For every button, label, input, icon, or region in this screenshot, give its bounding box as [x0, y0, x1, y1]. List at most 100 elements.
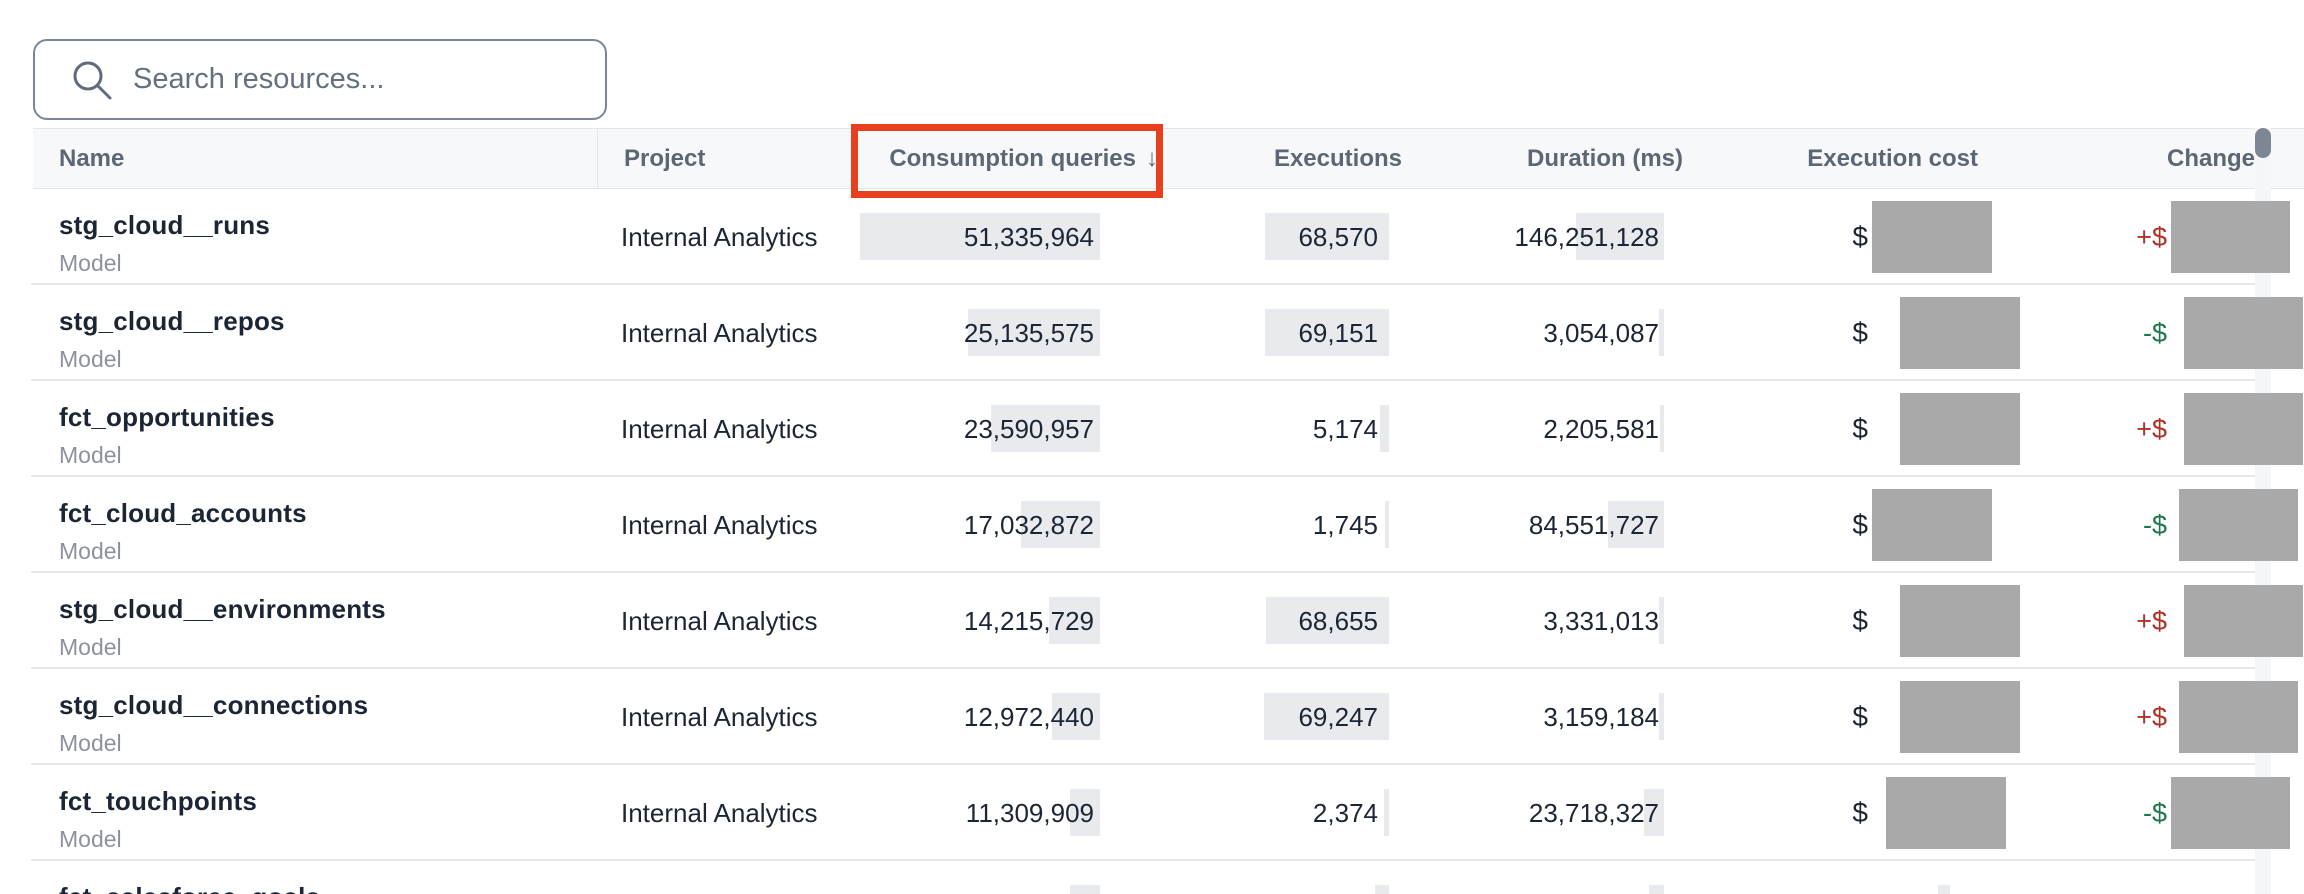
table-row[interactable]: stg_cloud__environments Model Internal A…: [0, 573, 2304, 669]
consumption-queries-cell: 25,135,575: [820, 285, 1100, 381]
duration-cell: 3,331,013: [1424, 573, 1664, 669]
name-cell: fct_touchpoints Model: [59, 785, 257, 853]
resources-table: Name Project Consumption queries ↓ Execut…: [0, 124, 2304, 894]
column-header-project[interactable]: Project: [624, 145, 706, 172]
redacted-cost-value: [1900, 393, 2020, 465]
resource-name[interactable]: stg_cloud__environments: [59, 594, 386, 624]
redacted-cost-value: [1900, 297, 2020, 369]
resource-name[interactable]: stg_cloud__connections: [59, 690, 369, 720]
table-row[interactable]: fct_touchpoints Model Internal Analytics…: [0, 765, 2304, 861]
consumption-databar: [1052, 693, 1100, 740]
change-sign: +$: [2136, 221, 2167, 252]
redacted-cost-value: [1872, 489, 1992, 561]
name-cell: fct_opportunities Model: [59, 401, 275, 469]
resource-name[interactable]: stg_cloud__runs: [59, 210, 271, 240]
change-cell: -$: [2142, 477, 2298, 573]
change-cell: +$: [2136, 669, 2298, 765]
executions-cell: 1,745: [1189, 477, 1389, 573]
redacted-change-value: [2184, 297, 2303, 369]
search-icon: [73, 61, 112, 99]
execution-cost-cell: $: [1852, 477, 1992, 573]
execution-cost-cell: $: [1852, 765, 2006, 861]
column-header-execution-cost[interactable]: Execution cost: [1807, 145, 1978, 172]
consumption-queries-cell: 11,309,909: [820, 765, 1100, 861]
executions-value: 68,570: [1298, 222, 1378, 252]
change-sign: +$: [2136, 413, 2167, 444]
redacted-change-value: [2184, 393, 2303, 465]
duration-databar: [1576, 213, 1664, 260]
name-cell: fct_cloud_accounts Model: [59, 497, 307, 565]
execution-cost-cell: $: [1852, 669, 2020, 765]
executions-databar: [1380, 405, 1389, 452]
consumption-value: 11,309,909: [965, 798, 1094, 828]
redacted-cost-value: [1900, 681, 2020, 753]
project-cell: Internal Analytics: [621, 606, 818, 636]
change-cell: +$: [2136, 573, 2303, 669]
column-header-name[interactable]: Name: [59, 145, 125, 172]
consumption-value: 12,972,440: [963, 702, 1094, 732]
duration-cell: 2,205,581: [1424, 381, 1664, 477]
executions-databar: [1264, 693, 1389, 740]
search-box[interactable]: [33, 39, 607, 120]
table-row[interactable]: stg_cloud__connections Model Internal An…: [0, 669, 2304, 765]
executions-cell: 2,374: [1189, 765, 1389, 861]
vertical-scrollbar-thumb[interactable]: [2255, 128, 2271, 158]
column-header-duration[interactable]: Duration (ms): [1527, 145, 1683, 172]
consumption-databar: [860, 213, 1100, 260]
name-cell: stg_cloud__repos Model: [59, 305, 285, 373]
dollar-sign: $: [1852, 317, 1868, 348]
executions-databar: [1385, 501, 1389, 548]
change-sign: -$: [2142, 509, 2167, 540]
duration-cell: 3,159,184: [1424, 669, 1664, 765]
consumption-value: 25,135,575: [963, 318, 1094, 348]
table-row[interactable]: fct_salesforce_goals: [0, 861, 2304, 894]
table-row[interactable]: fct_opportunities Model Internal Analyti…: [0, 381, 2304, 477]
change-sign: -$: [2142, 797, 2167, 828]
resource-name[interactable]: stg_cloud__repos: [59, 306, 285, 336]
column-header-executions[interactable]: Executions: [1273, 145, 1402, 172]
consumption-queries-cell: [820, 861, 1100, 894]
executions-value: 2,374: [1312, 798, 1378, 828]
consumption-queries-cell: 51,335,964: [820, 189, 1100, 285]
column-header-change[interactable]: Change: [2166, 145, 2255, 172]
duration-value: 3,331,013: [1543, 606, 1659, 636]
consumption-databar: [1049, 597, 1100, 644]
executions-databar: [1266, 597, 1389, 644]
table-header-row: Name Project Consumption queries ↓ Execut…: [33, 124, 2304, 198]
resource-name[interactable]: fct_cloud_accounts: [59, 498, 307, 528]
table-row[interactable]: fct_cloud_accounts Model Internal Analyt…: [0, 477, 2304, 573]
change-cell: +$: [2136, 189, 2290, 285]
change-sign: +$: [2136, 701, 2167, 732]
search-input[interactable]: [133, 63, 585, 96]
column-header-consumption-queries[interactable]: Consumption queries ↓: [889, 129, 1158, 188]
consumption-queries-cell: 17,032,872: [820, 477, 1100, 573]
executions-cell: 69,151: [1189, 285, 1389, 381]
duration-databar: [1649, 885, 1664, 894]
resource-type-label: Model: [59, 538, 122, 564]
cost-databar: [1938, 885, 1950, 894]
resource-name[interactable]: fct_opportunities: [59, 402, 275, 432]
executions-databar: [1375, 885, 1389, 894]
resource-name[interactable]: fct_salesforce_goals: [59, 881, 320, 894]
redacted-change-value: [2171, 201, 2290, 273]
redacted-cost-value: [1872, 201, 1992, 273]
consumption-value: 17,032,872: [963, 510, 1094, 540]
dollar-sign: $: [1852, 605, 1868, 636]
change-sign: -$: [2142, 317, 2167, 348]
duration-value: 146,251,128: [1514, 222, 1659, 252]
consumption-value: 14,215,729: [963, 606, 1094, 636]
duration-databar: [1644, 789, 1664, 836]
resource-type-label: Model: [59, 634, 122, 660]
table-row[interactable]: stg_cloud__runs Model Internal Analytics…: [0, 189, 2304, 285]
redacted-change-value: [2184, 585, 2303, 657]
resource-name[interactable]: fct_touchpoints: [59, 786, 257, 816]
executions-cell: 68,570: [1189, 189, 1389, 285]
execution-cost-cell: $: [1852, 285, 2020, 381]
table-row[interactable]: stg_cloud__repos Model Internal Analytic…: [0, 285, 2304, 381]
redacted-change-value: [2179, 489, 2298, 561]
execution-cost-cell: $: [1852, 189, 1992, 285]
name-cell: stg_cloud__environments Model: [59, 593, 386, 661]
consumption-databar: [1070, 885, 1100, 894]
change-sign: +$: [2136, 605, 2167, 636]
duration-cell: 23,718,327: [1424, 765, 1664, 861]
